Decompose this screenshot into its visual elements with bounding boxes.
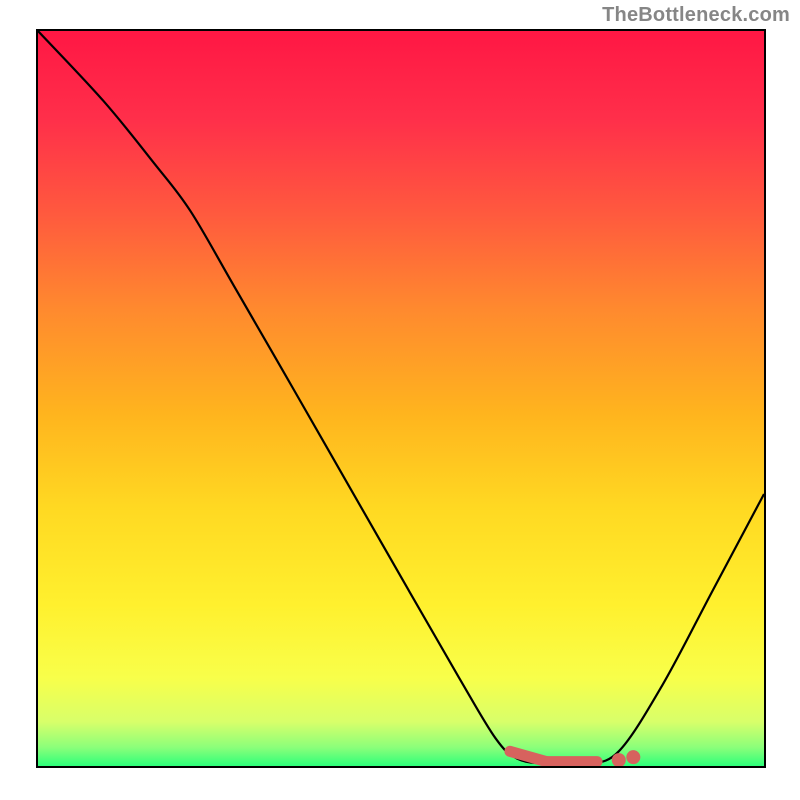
attribution-text: TheBottleneck.com — [602, 4, 790, 27]
bottleneck-curve — [38, 31, 764, 766]
chart-container: TheBottleneck.com — [0, 0, 800, 800]
plot-area — [36, 29, 766, 768]
